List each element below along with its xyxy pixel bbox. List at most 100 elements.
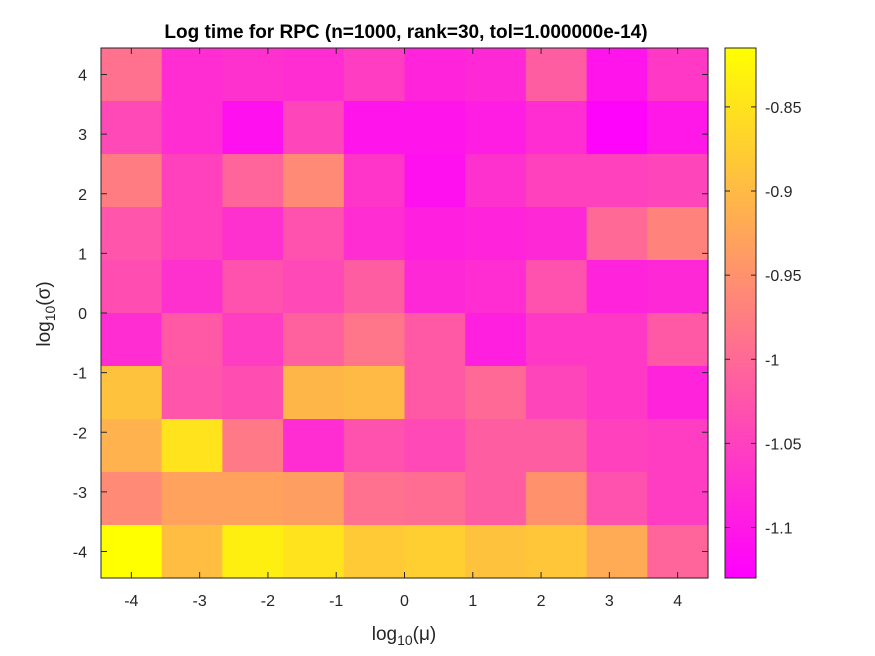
y-tick-label: 1 xyxy=(78,246,87,263)
x-axis-label: log10(μ) xyxy=(372,624,437,648)
x-tick-label: -3 xyxy=(193,593,207,610)
heatmap-cell xyxy=(465,101,527,155)
heatmap-cell xyxy=(343,366,406,420)
heatmap-cell xyxy=(525,101,588,155)
heatmap-cell xyxy=(465,207,527,261)
heatmap-cell xyxy=(647,472,709,526)
x-tick-label: 3 xyxy=(605,593,614,610)
heatmap-cell xyxy=(404,207,466,261)
heatmap-cell xyxy=(101,419,163,473)
heatmap-cell xyxy=(647,525,709,579)
heatmap-cell xyxy=(647,48,709,102)
heatmap-cell xyxy=(222,472,284,526)
heatmap-cell xyxy=(101,207,163,261)
heatmap-cell xyxy=(404,419,466,473)
colorbar-tick-label: -1 xyxy=(765,352,779,369)
x-axis-ticks: -4 -3 -2 -1 0 1 2 3 4 xyxy=(124,48,682,610)
heatmap-cell xyxy=(161,101,223,155)
chart-title: Log time for RPC (n=1000, rank=30, tol=1… xyxy=(164,22,647,43)
heatmap-cell xyxy=(222,525,284,579)
heatmap-cell xyxy=(525,525,588,579)
heatmap-cell xyxy=(161,419,223,473)
heatmap-cell xyxy=(343,101,406,155)
y-axis-label-sub: 10 xyxy=(42,306,58,322)
heatmap-cell xyxy=(283,525,345,579)
colorbar-tick-label: -0.95 xyxy=(765,268,802,285)
y-tick-label: -1 xyxy=(73,366,87,383)
heatmap-cell xyxy=(283,313,345,367)
heatmap-cell xyxy=(222,154,284,208)
x-axis-label-sub: 10 xyxy=(397,632,413,648)
heatmap-cell xyxy=(586,472,648,526)
heatmap-cell xyxy=(161,154,223,208)
heatmap-cell xyxy=(404,366,466,420)
heatmap-cell xyxy=(283,207,345,261)
heatmap-cell xyxy=(283,101,345,155)
heatmap-cell xyxy=(222,260,284,314)
y-tick-label: 3 xyxy=(78,127,87,144)
heatmap-cell xyxy=(586,419,648,473)
heatmap-cell xyxy=(404,525,466,579)
heatmap-cell xyxy=(525,472,588,526)
heatmap-cell xyxy=(525,366,588,420)
colorbar-ticks: -1.1 -1.05 -1 -0.95 -0.9 -0.85 xyxy=(725,100,802,538)
heatmap-cell xyxy=(404,101,466,155)
heatmap-cell xyxy=(343,207,406,261)
heatmap-cell xyxy=(586,525,648,579)
heatmap-cell xyxy=(586,207,648,261)
x-tick-label: 4 xyxy=(673,593,682,610)
heatmap-cell xyxy=(647,260,709,314)
heatmap-cell xyxy=(283,366,345,420)
heatmap-cell xyxy=(465,260,527,314)
heatmap-cell xyxy=(101,472,163,526)
heatmap-cell xyxy=(343,48,406,102)
heatmap-cell xyxy=(222,419,284,473)
y-tick-label: 0 xyxy=(78,306,87,323)
x-tick-label: 1 xyxy=(468,593,477,610)
heatmap-cell xyxy=(647,207,709,261)
heatmap-cell xyxy=(222,48,284,102)
y-axis-label-arg: (σ) xyxy=(34,281,55,305)
heatmap-cell xyxy=(161,260,223,314)
x-tick-label: 2 xyxy=(537,593,546,610)
heatmap-cell xyxy=(586,366,648,420)
heatmap-cell xyxy=(525,154,588,208)
heatmap-cell xyxy=(404,154,466,208)
heatmap-cell xyxy=(647,366,709,420)
x-tick-label: -1 xyxy=(329,593,343,610)
heatmap-cell xyxy=(586,101,648,155)
heatmap-cell xyxy=(283,472,345,526)
heatmap-cell xyxy=(161,207,223,261)
heatmap-cell xyxy=(343,419,406,473)
heatmap-cell xyxy=(101,313,163,367)
heatmap-cell xyxy=(525,419,588,473)
x-tick-label: -2 xyxy=(261,593,275,610)
y-axis-label-base: log xyxy=(34,321,55,346)
heatmap-cell xyxy=(647,101,709,155)
heatmap-cell xyxy=(586,313,648,367)
heatmap-cell xyxy=(525,260,588,314)
x-axis-label-base: log xyxy=(372,624,397,645)
heatmap-cell xyxy=(647,154,709,208)
heatmap-cell xyxy=(222,313,284,367)
heatmap-cell xyxy=(222,101,284,155)
heatmap-cell xyxy=(465,472,527,526)
heatmap-cell xyxy=(465,419,527,473)
colorbar-tick-label: -1.05 xyxy=(765,436,802,453)
heatmap-cell xyxy=(525,313,588,367)
heatmap-cell xyxy=(404,472,466,526)
heatmap-cell xyxy=(586,154,648,208)
heatmap-cell xyxy=(525,48,588,102)
heatmap-cell xyxy=(101,154,163,208)
heatmap-cell xyxy=(101,366,163,420)
y-tick-label: -4 xyxy=(73,545,87,562)
heatmap-cell xyxy=(222,207,284,261)
y-tick-label: -2 xyxy=(73,425,87,442)
colorbar-tick-label: -0.85 xyxy=(765,100,802,117)
heatmap-cell xyxy=(465,154,527,208)
heatmap-cell xyxy=(404,260,466,314)
heatmap-cell xyxy=(343,472,406,526)
heatmap-cell xyxy=(465,48,527,102)
heatmap-cell xyxy=(343,154,406,208)
